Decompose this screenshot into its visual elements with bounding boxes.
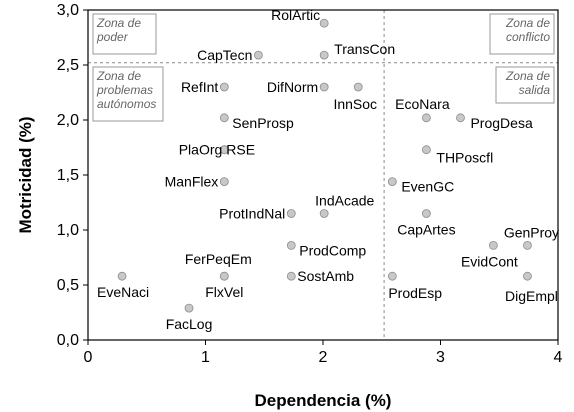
point-label: PlaOrg xyxy=(179,142,223,158)
point-label: TransCon xyxy=(334,41,395,57)
quadrant-label-line: salida xyxy=(519,83,551,97)
x-tick-label: 1 xyxy=(201,349,210,366)
y-tick-label: 2,0 xyxy=(57,112,79,129)
quadrant-label-line: Zona de xyxy=(96,16,141,30)
point-label: DifNorm xyxy=(267,79,318,95)
point-label: ManFlex xyxy=(165,174,219,190)
data-point xyxy=(387,177,397,187)
y-tick-label: 0,0 xyxy=(57,332,79,349)
point-label: InnSoc xyxy=(333,96,377,112)
data-point xyxy=(219,113,229,123)
quadrant-label-line: poder xyxy=(96,30,129,44)
data-point xyxy=(387,271,397,281)
y-tick-label: 0,5 xyxy=(57,277,79,294)
quadrant-box xyxy=(495,66,555,104)
point-label: DigEmpl xyxy=(505,288,558,304)
data-point xyxy=(319,50,329,60)
point-label: RefInt xyxy=(181,79,218,95)
data-point xyxy=(421,145,431,155)
point-label: ProgDesa xyxy=(470,115,532,131)
y-tick-label: 3,0 xyxy=(57,2,79,19)
quadrant-label-line: Zona de xyxy=(96,69,141,83)
point-label: ProdComp xyxy=(299,242,366,258)
data-point xyxy=(219,82,229,92)
axis-layer: 0 1 2 3 4 0,0 0,5 1,0 1,5 2,0 2,5 3,0 xyxy=(57,2,563,366)
data-point xyxy=(219,177,229,187)
data-point xyxy=(319,82,329,92)
data-point xyxy=(523,271,532,281)
data-point xyxy=(253,50,263,60)
data-point xyxy=(286,240,296,250)
point-label: ProtIndNal xyxy=(219,206,285,222)
quadrant-box xyxy=(92,66,164,122)
y-tick-label: 1,5 xyxy=(57,167,79,184)
data-point xyxy=(117,271,127,281)
data-point xyxy=(319,209,329,218)
point-label: THPoscfl xyxy=(436,150,493,166)
data-point xyxy=(184,303,194,313)
point-label: FacLog xyxy=(166,316,213,332)
point-label: RolArtic xyxy=(271,7,320,23)
quadrant-label-line: problemas xyxy=(96,83,153,97)
x-tick-label: 3 xyxy=(436,349,445,366)
data-point xyxy=(286,271,296,281)
quadrant-label-line: Zona de xyxy=(505,16,550,30)
plot-frame xyxy=(87,9,559,341)
point-layer xyxy=(117,18,532,313)
y-axis-title: Motricidad (%) xyxy=(16,116,35,233)
data-point xyxy=(421,209,431,218)
data-point xyxy=(488,240,498,250)
point-label: FlxVel xyxy=(205,284,243,300)
point-label: CapArtes xyxy=(397,222,455,238)
data-point xyxy=(456,113,465,123)
x-tick-label: 0 xyxy=(84,349,93,366)
divider-layer xyxy=(88,10,558,340)
y-tick-label: 2,5 xyxy=(57,57,79,74)
data-point xyxy=(353,82,363,92)
y-tick-label: 1,0 xyxy=(57,222,79,239)
point-label: EveNaci xyxy=(97,284,149,300)
point-label: EvidCont xyxy=(461,253,518,269)
quadrant-label-line: autónomos xyxy=(97,97,156,111)
data-point xyxy=(319,18,329,28)
point-label: EcoNara xyxy=(395,96,450,112)
point-label: SostAmb xyxy=(297,268,354,284)
x-axis-title: Dependencia (%) xyxy=(255,391,392,410)
quadrant-box xyxy=(489,13,555,55)
point-label: CapTecn xyxy=(197,47,252,63)
point-label-layer: RolArtic CapTecn TransCon RefInt DifNorm InnS… xyxy=(97,7,559,332)
point-label: IndAcade xyxy=(315,193,374,209)
quadrant-label-line: Zona de xyxy=(505,69,550,83)
point-label: EvenGC xyxy=(401,179,454,195)
data-point xyxy=(219,271,229,281)
point-label: GenProy xyxy=(504,224,559,240)
data-point xyxy=(421,113,431,123)
point-label: ProdEsp xyxy=(388,285,442,301)
x-tick-label: 4 xyxy=(554,349,563,366)
point-label: FerPeqEm xyxy=(185,251,252,267)
x-tick-label: 2 xyxy=(319,349,328,366)
point-label: RSE xyxy=(226,142,255,158)
data-point xyxy=(286,209,296,218)
data-point xyxy=(523,240,532,250)
quadrant-label-line: conflicto xyxy=(506,30,550,44)
data-point xyxy=(219,145,229,155)
quadrant-box xyxy=(92,13,157,55)
point-label: SenProsp xyxy=(232,115,294,131)
